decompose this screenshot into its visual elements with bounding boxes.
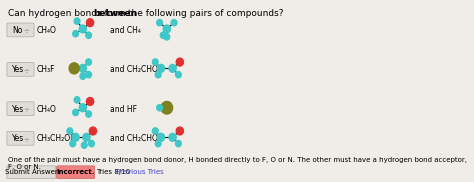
Text: ÷: ÷ [23,27,29,33]
Circle shape [79,104,86,112]
FancyBboxPatch shape [56,166,95,179]
Circle shape [161,101,173,114]
Text: ÷: ÷ [23,106,29,112]
Circle shape [83,133,90,141]
Text: and CH₄: and CH₄ [110,26,141,35]
Circle shape [86,72,91,78]
Circle shape [176,58,183,66]
Circle shape [73,109,79,116]
FancyBboxPatch shape [7,131,34,145]
Circle shape [155,141,161,147]
FancyBboxPatch shape [7,23,34,37]
Circle shape [73,31,79,37]
Circle shape [86,59,91,65]
Circle shape [152,128,158,134]
Text: Previous Tries: Previous Tries [116,169,164,175]
Text: the following pairs of compounds?: the following pairs of compounds? [125,9,284,18]
Circle shape [82,142,87,148]
Circle shape [157,64,164,72]
Circle shape [74,97,80,103]
Text: No: No [12,26,23,35]
Text: and CH₂CHO: and CH₂CHO [110,134,158,143]
Text: Yes: Yes [12,65,25,74]
Circle shape [89,127,97,135]
Circle shape [86,111,91,117]
Text: CH₃CH₂OH: CH₃CH₂OH [37,134,77,143]
Circle shape [175,141,181,147]
Circle shape [171,19,177,26]
Circle shape [157,19,163,26]
Circle shape [89,141,94,147]
Circle shape [152,59,158,65]
Circle shape [72,133,79,141]
Text: CH₃F: CH₃F [37,65,55,74]
Text: Incorrect.: Incorrect. [56,169,95,175]
Text: Submit Answer: Submit Answer [5,169,58,175]
Circle shape [86,98,94,105]
Circle shape [163,25,171,33]
FancyBboxPatch shape [7,102,34,116]
Circle shape [67,128,73,134]
Circle shape [74,18,80,24]
Text: between: between [94,9,137,18]
FancyBboxPatch shape [7,62,34,76]
Text: CH₄O: CH₄O [37,105,57,114]
Circle shape [160,32,166,38]
Circle shape [70,141,76,147]
Circle shape [176,127,183,135]
Circle shape [79,25,86,33]
Circle shape [157,133,164,141]
Circle shape [69,63,79,74]
Circle shape [169,133,176,141]
Text: Yes: Yes [12,105,25,114]
Text: and CH₂CHO: and CH₂CHO [110,65,158,74]
Circle shape [175,72,181,78]
Text: Can hydrogen bonds form: Can hydrogen bonds form [8,9,128,18]
Circle shape [86,19,94,27]
Circle shape [169,64,176,72]
Circle shape [86,32,91,38]
Text: ÷: ÷ [23,136,29,142]
Circle shape [79,64,86,72]
Circle shape [157,105,163,111]
Circle shape [155,72,161,78]
Circle shape [80,73,86,79]
Text: One of the pair must have a hydrogen bond donor, H bonded directly to F, O or N.: One of the pair must have a hydrogen bon… [8,157,467,170]
Circle shape [164,34,170,40]
Text: and HF: and HF [110,105,137,114]
Text: CH₄O: CH₄O [37,26,57,35]
Text: Tries 8/10: Tries 8/10 [96,169,130,175]
Text: Yes: Yes [12,134,25,143]
FancyBboxPatch shape [7,166,56,179]
Text: ÷: ÷ [23,67,29,73]
